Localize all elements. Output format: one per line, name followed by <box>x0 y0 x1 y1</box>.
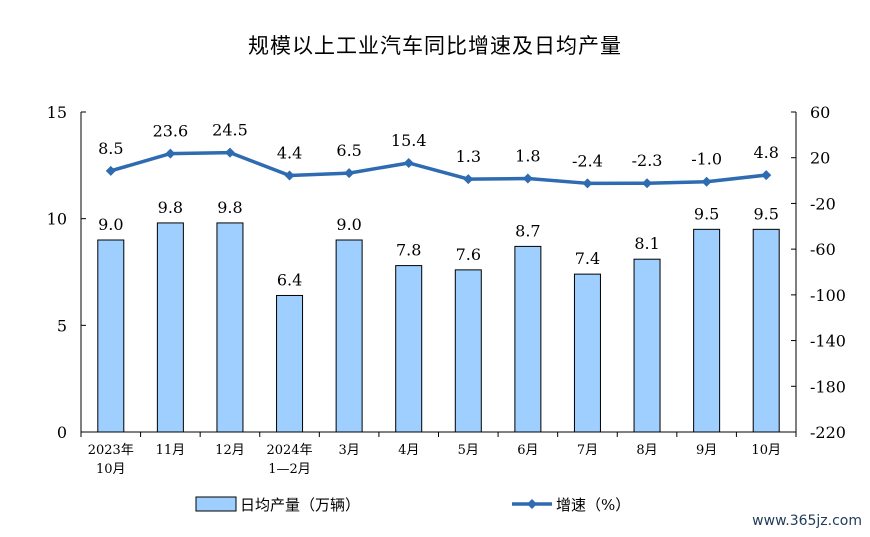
line-data-label: 1.8 <box>515 147 540 166</box>
x-tick-label: 8月 <box>636 443 657 458</box>
right-tick-label: 20 <box>810 149 830 168</box>
x-axis-labels: 2023年 10月 11月 12月 2024年 1—2月 3月 4月 5月 6月 7月 8月 9月 10月 <box>88 443 781 477</box>
watermark: www.365jz.com <box>752 513 862 529</box>
legend-bar-swatch <box>195 496 237 512</box>
right-tick-label: -220 <box>810 423 846 442</box>
bar <box>633 258 661 433</box>
x-tick-label: 11月 <box>156 443 186 458</box>
bar <box>97 239 125 433</box>
legend-bar-label: 日均产量（万辆） <box>240 496 360 514</box>
line-marker <box>105 165 116 176</box>
left-tick-label: 15 <box>47 103 67 122</box>
line-marker <box>344 168 355 179</box>
line-data-label: -1.0 <box>691 150 722 169</box>
bar-data-label: 9.8 <box>158 198 183 217</box>
bar <box>156 222 184 433</box>
line-data-label: 1.3 <box>456 147 481 166</box>
line-data-label: 4.8 <box>753 143 778 162</box>
line-marker <box>224 147 235 158</box>
legend: 日均产量（万辆） 增速（%） <box>195 496 630 514</box>
legend-line-marker <box>527 499 537 509</box>
bar-data-label: 9.8 <box>217 198 242 217</box>
line-marker <box>165 148 176 159</box>
bar <box>454 269 482 433</box>
x-tick-label: 1—2月 <box>268 462 311 477</box>
line-marker <box>642 178 653 189</box>
x-tick-label: 2023年 <box>88 443 134 458</box>
x-tick-label: 7月 <box>577 443 598 458</box>
bar-data-label: 9.5 <box>753 204 778 223</box>
right-tick-label: -180 <box>810 377 846 396</box>
line-data-label: 8.5 <box>98 139 123 158</box>
right-tick-label: -100 <box>810 286 846 305</box>
line-data-label: 6.5 <box>336 141 361 160</box>
line-data-label: -2.4 <box>572 151 603 170</box>
x-tick-label: 5月 <box>458 443 479 458</box>
line-marker <box>403 157 414 168</box>
line-marker <box>284 170 295 181</box>
bar <box>335 239 363 433</box>
bar-data-label: 7.8 <box>396 241 421 260</box>
bar-data-label: 9.0 <box>336 215 361 234</box>
line-data-label: 15.4 <box>391 131 427 150</box>
x-tick-label: 4月 <box>398 443 419 458</box>
x-tick-label: 3月 <box>338 443 359 458</box>
x-tick-label: 2024年 <box>266 443 312 458</box>
x-tick-label: 10月 <box>751 443 781 458</box>
line-path <box>110 150 767 186</box>
right-tick-label: -20 <box>810 194 836 213</box>
bar <box>693 228 721 433</box>
bar-data-label: 9.5 <box>694 204 719 223</box>
line-data-label: 4.4 <box>277 144 302 163</box>
right-tick-label: -60 <box>810 240 836 259</box>
legend-line-label: 增速（%） <box>556 496 630 514</box>
line-marker <box>522 173 533 184</box>
x-tick-label: 6月 <box>517 443 538 458</box>
left-tick-label: 0 <box>57 423 67 442</box>
bar-data-label: 7.4 <box>575 249 600 268</box>
bar-data-label: 9.0 <box>98 215 123 234</box>
bar <box>514 245 542 433</box>
bar-data-label: 7.6 <box>456 245 481 264</box>
left-tick-label: 10 <box>47 210 67 229</box>
right-tick-label: 60 <box>810 103 830 122</box>
right-tick-label: -140 <box>810 332 846 351</box>
line-data-label: 23.6 <box>153 122 189 141</box>
line-marker <box>582 178 593 189</box>
bar-data-label: 8.7 <box>515 221 540 240</box>
bar <box>395 265 423 433</box>
bar-data-label: 6.4 <box>277 270 302 289</box>
x-tick-label: 9月 <box>696 443 717 458</box>
line-data-label: -2.3 <box>632 151 663 170</box>
chart-title: 规模以上工业汽车同比增速及日均产量 <box>248 34 622 58</box>
bar <box>276 294 304 433</box>
left-tick-label: 5 <box>57 316 67 335</box>
line-series: 8.5 23.6 24.5 4.4 6.5 15.4 1.3 1.8 -2.4 -2.3 -1.0 4… <box>98 121 779 189</box>
line-data-label: 24.5 <box>212 121 248 140</box>
x-tick-label: 10月 <box>96 462 126 477</box>
bar-data-label: 8.1 <box>634 234 659 253</box>
bar-series: 9.0 9.8 9.8 6.4 9.0 7.8 7.6 8.7 7.4 8.1 9.5 9.5 <box>97 198 780 433</box>
bar <box>752 228 780 433</box>
line-marker <box>761 170 772 181</box>
line-marker <box>701 176 712 187</box>
axes: 0 5 10 15 -220 -180 -140 -100 -60 -20 20 60 <box>47 103 846 442</box>
x-tick-label: 12月 <box>215 443 245 458</box>
bar <box>573 273 601 433</box>
line-marker <box>463 174 474 185</box>
bar <box>216 222 244 433</box>
